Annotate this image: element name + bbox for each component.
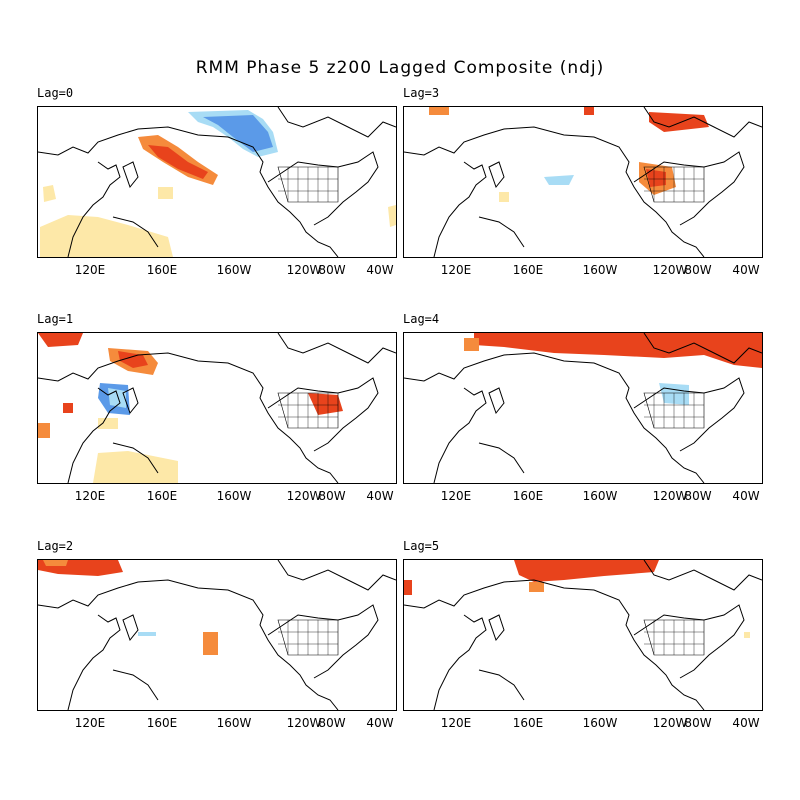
lon-tick: 120E	[440, 263, 472, 277]
lon-tick: 120W	[286, 489, 322, 503]
panel-label: Lag=2	[37, 539, 74, 553]
lon-tick: 120W	[286, 716, 322, 730]
map-frame	[37, 332, 397, 484]
lon-tick: 40W	[732, 489, 760, 503]
figure-title: RMM Phase 5 z200 Lagged Composite (ndj)	[195, 58, 605, 78]
lon-tick: 120E	[74, 263, 106, 277]
lon-tick: 120W	[652, 489, 688, 503]
map-frame	[403, 106, 763, 258]
lon-tick: 160E	[512, 716, 544, 730]
lon-tick: 120W	[286, 263, 322, 277]
lon-tick: 80W	[318, 489, 346, 503]
map-frame	[37, 106, 397, 258]
anomaly-fields	[38, 333, 343, 483]
panel-label: Lag=3	[403, 86, 440, 100]
lon-tick: 160W	[216, 263, 252, 277]
panel-label: Lag=0	[37, 86, 74, 100]
panel-lag-0: Lag=0	[37, 86, 397, 277]
longitude-axis: 120E 160E 160W 120W 80W 40W	[37, 263, 397, 279]
coastlines	[404, 560, 762, 710]
lon-tick: 80W	[318, 263, 346, 277]
lon-tick: 120E	[440, 716, 472, 730]
anomaly-fields	[464, 333, 762, 405]
lon-tick: 120E	[74, 489, 106, 503]
lon-tick: 160W	[216, 489, 252, 503]
panel-lag-3: Lag=3 120E	[403, 86, 763, 277]
lon-tick: 160E	[512, 489, 544, 503]
lon-tick: 160E	[512, 263, 544, 277]
longitude-axis: 120E 160E 160W 120W 80W 40W	[37, 489, 397, 505]
map-canvas	[38, 560, 396, 710]
longitude-axis: 120E 160E 160W 120W 80W 40W	[403, 489, 763, 505]
panel-label: Lag=1	[37, 312, 74, 326]
lon-tick: 80W	[684, 263, 712, 277]
lon-tick: 40W	[732, 263, 760, 277]
coastlines	[404, 107, 762, 257]
lon-tick: 40W	[366, 489, 394, 503]
panel-lag-5: Lag=5 120E 160E 160W 120W	[403, 539, 763, 730]
map-canvas	[404, 333, 762, 483]
anomaly-fields	[404, 560, 750, 638]
map-frame	[403, 332, 763, 484]
anomaly-fields	[429, 107, 709, 202]
anomaly-fields	[38, 560, 218, 655]
lon-tick: 120E	[74, 716, 106, 730]
lon-tick: 40W	[732, 716, 760, 730]
lon-tick: 160E	[146, 489, 178, 503]
lon-tick: 120W	[652, 716, 688, 730]
lon-tick: 160E	[146, 263, 178, 277]
map-canvas	[38, 107, 396, 257]
coastlines	[38, 107, 396, 257]
longitude-axis: 120E 160E 160W 120W 80W 40W	[37, 716, 397, 732]
panel-lag-1: Lag=1	[37, 312, 397, 503]
coastlines	[38, 333, 396, 483]
longitude-axis: 120E 160E 160W 120W 80W 40W	[403, 263, 763, 279]
lon-tick: 160W	[582, 263, 618, 277]
map-canvas	[38, 333, 396, 483]
map-frame	[37, 559, 397, 711]
panel-label: Lag=5	[403, 539, 440, 553]
lon-tick: 160W	[216, 716, 252, 730]
lon-tick: 80W	[684, 716, 712, 730]
lon-tick: 80W	[318, 716, 346, 730]
lon-tick: 160W	[582, 716, 618, 730]
map-canvas	[404, 107, 762, 257]
lon-tick: 160E	[146, 716, 178, 730]
map-canvas	[404, 560, 762, 710]
lon-tick: 160W	[582, 489, 618, 503]
lon-tick: 120W	[652, 263, 688, 277]
lon-tick: 80W	[684, 489, 712, 503]
coastlines	[404, 333, 762, 483]
panel-lag-4: Lag=4 120E 160E 160W 120W 80W	[403, 312, 763, 503]
map-frame	[403, 559, 763, 711]
coastlines	[38, 560, 396, 710]
lon-tick: 120E	[440, 489, 472, 503]
panel-lag-2: Lag=2 120E 160E 160W 120W	[37, 539, 397, 730]
longitude-axis: 120E 160E 160W 120W 80W 40W	[403, 716, 763, 732]
anomaly-fields	[40, 110, 396, 257]
lon-tick: 40W	[366, 716, 394, 730]
panel-label: Lag=4	[403, 312, 440, 326]
lon-tick: 40W	[366, 263, 394, 277]
